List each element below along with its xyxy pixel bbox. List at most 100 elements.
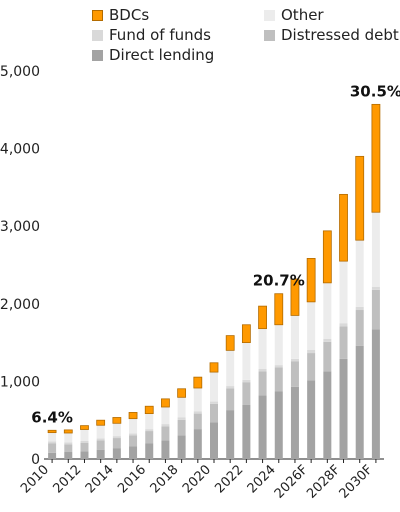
bar-segment-bdcs [144,405,154,415]
bar-segment-bdcs [306,258,316,303]
x-tick-label: 2010 [18,462,52,496]
bar-segment-distressed-debt [339,326,348,359]
bar-segment-other [161,407,170,425]
x-tick-label: 2012 [50,462,84,496]
legend-swatch-other [264,10,275,21]
bar-segment-fund-of-funds [307,349,316,354]
bar-segment-direct-lending [129,446,138,459]
legend-label-bdcs: BDCs [109,6,150,24]
bar-segment-bdcs [258,305,267,330]
bar-segment-direct-lending [323,371,332,459]
x-tick-label: 2016 [115,462,149,496]
growth-annotation: 20.7% [253,272,305,290]
x-tick-label: 2020 [180,462,214,496]
bar-segment-direct-lending [64,452,73,459]
bar-segment-bdcs [161,398,170,408]
bar-segment-fund-of-funds [161,424,170,427]
bar-segment-distressed-debt [307,353,316,381]
bar-segment-other [210,372,218,402]
bar-segment-distressed-debt [242,382,251,405]
bar-segment-other [48,432,57,442]
bar-segment-bdcs [63,429,73,434]
bar-segment-other [242,342,251,380]
legend-distressed-debt: Distressed debt [264,26,399,44]
bar-segment-bdcs [112,417,122,424]
bar-segment-bdcs [290,278,300,316]
legend-bdcs: BDCs [92,6,149,24]
bar-segment-bdcs [96,419,106,426]
bar-segment-distressed-debt [290,361,299,387]
bar-segment-bdcs [209,362,219,373]
bar-segment-bdcs [177,388,187,398]
bar-segment-other [80,429,89,441]
bar-segment-distressed-debt [80,442,89,452]
bar-segment-distressed-debt [129,435,138,447]
legend-label-fund-of-funds: Fund of funds [109,26,211,44]
legend-fund-of-funds: Fund of funds [92,26,211,44]
bar-segment-other [355,240,364,307]
bar-segment-distressed-debt [112,438,121,449]
bar-segment-fund-of-funds [258,368,267,372]
bar-segment-other [323,282,332,339]
bar-segment-distressed-debt [258,371,267,396]
bar-segment-other [96,425,105,439]
bar-segment-direct-lending [177,435,186,459]
bar-segment-direct-lending [307,380,316,459]
bar-segment-other [112,423,121,437]
y-tick-label: 4,000 [0,142,40,158]
bar-segment-distressed-debt [64,444,73,453]
y-tick-label: 3,000 [0,219,40,235]
x-tick-label: 2022 [212,462,246,496]
bar-segment-other [64,433,73,443]
bar-segment-distressed-debt [177,419,186,436]
bar-segment-direct-lending [145,443,154,459]
bar-segment-other [307,301,316,350]
x-tick-label: 2030F [337,462,376,501]
bar-segment-direct-lending [355,345,364,459]
legend-swatch-distressed-debt [264,30,275,41]
legend-direct-lending: Direct lending [92,46,214,64]
bar-segment-distressed-debt [274,367,283,392]
bar-segment-bdcs [355,155,365,241]
legend-label-other: Other [281,6,324,24]
bar-segment-fund-of-funds [339,323,348,327]
bar-segment-other [226,350,235,387]
bar-segment-bdcs [193,376,203,389]
bar-segment-distressed-debt [161,426,170,441]
bar-segment-distressed-debt [226,388,235,411]
x-tick-label: 2028F [304,462,343,501]
bar-segment-direct-lending [161,440,170,459]
x-tick-label: 2014 [83,462,117,496]
bar-segment-direct-lending [339,358,348,459]
bar-segment-fund-of-funds [226,386,235,389]
bar-segment-distressed-debt [323,341,332,372]
bar-segment-bdcs [47,429,57,434]
bar-segment-direct-lending [112,448,121,459]
bar-segment-other [177,397,186,418]
bar-segment-fund-of-funds [64,442,73,445]
bar-segment-other [290,315,299,359]
y-tick-label: 1,000 [0,374,40,390]
bar-segment-fund-of-funds [80,440,89,443]
bar-segment-fund-of-funds [210,401,218,404]
bar-segment-distressed-debt [145,431,154,444]
bar-segment-direct-lending [48,452,57,459]
bar-segment-bdcs [322,230,332,284]
bar-segment-bdcs [80,425,89,430]
bar-segment-fund-of-funds [355,306,364,311]
bar-segment-other [274,324,283,366]
bar-segment-fund-of-funds [48,441,57,444]
bar-segment-other [339,261,348,324]
bar-segment-distressed-debt [48,443,57,453]
bar-segment-fund-of-funds [290,358,299,362]
legend-swatch-bdcs [92,10,103,21]
bar-segment-fund-of-funds [177,417,186,420]
bar-segment-other [371,212,380,287]
y-tick-label: 2,000 [0,297,40,313]
bar-segment-distressed-debt [210,403,218,423]
bar-segment-direct-lending [80,451,89,459]
bar-segment-distressed-debt [96,440,105,450]
bar-segment-fund-of-funds [96,438,105,441]
growth-annotation: 30.5% [350,82,400,100]
